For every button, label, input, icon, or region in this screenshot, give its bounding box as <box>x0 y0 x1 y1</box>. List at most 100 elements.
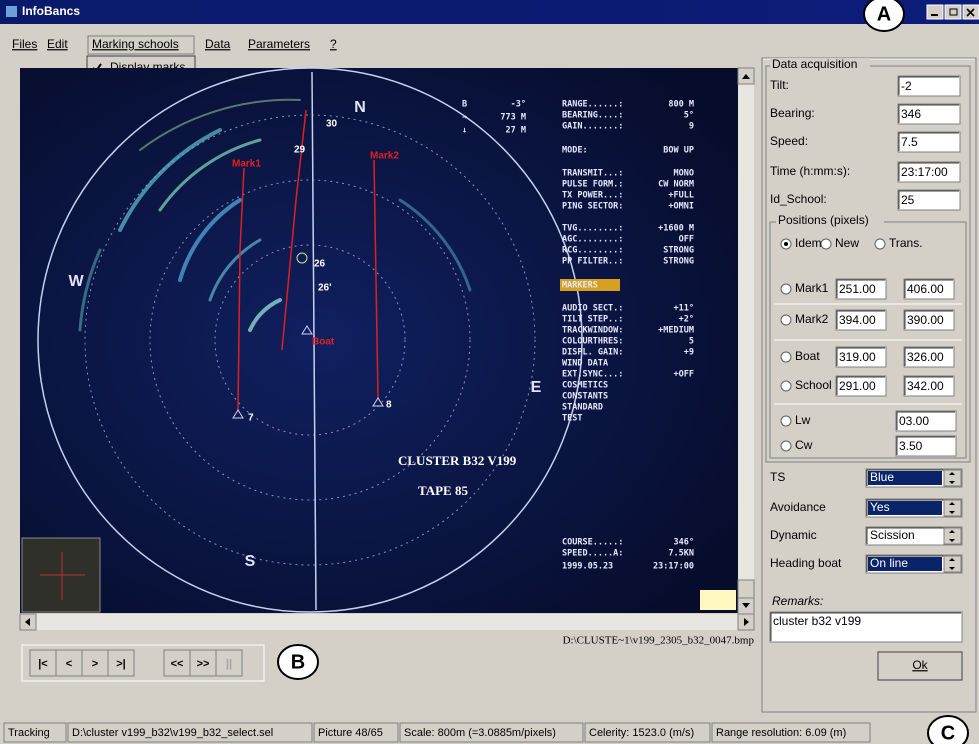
settings-key: PP FILTER..: <box>562 257 623 267</box>
field-value: 25 <box>901 193 915 207</box>
settings-key: 1999.05.23 <box>562 562 613 572</box>
spin-button[interactable] <box>943 469 962 487</box>
text-input[interactable] <box>897 103 961 125</box>
nav-button[interactable] <box>189 649 217 677</box>
text-input-bevel <box>898 104 959 123</box>
remarks-box[interactable] <box>769 611 963 643</box>
text-input-bevel <box>904 376 953 395</box>
text-input[interactable] <box>895 435 957 457</box>
settings-key: COLOURTHRES: <box>562 337 623 347</box>
spin-button[interactable] <box>943 555 962 573</box>
text-input[interactable] <box>835 309 887 331</box>
field-value: 346 <box>901 107 921 121</box>
settings-value: BOW UP <box>663 146 694 156</box>
field-value: 23:17:00 <box>901 165 948 179</box>
menu-item[interactable]: Parameters <box>248 37 310 51</box>
settings-key: COURSE.....: <box>562 538 623 548</box>
radio[interactable] <box>820 238 832 250</box>
nav-button[interactable] <box>215 649 243 677</box>
text-input[interactable] <box>835 346 887 368</box>
radio[interactable] <box>780 415 792 427</box>
text-input-bevel <box>836 347 885 366</box>
menu-item[interactable]: Marking schools <box>92 37 179 51</box>
text-input[interactable] <box>897 161 961 183</box>
text-input-bevel <box>836 279 885 298</box>
settings-value: 800 M <box>668 100 694 110</box>
spin-arrows <box>949 502 955 514</box>
combo-highlight <box>868 501 942 515</box>
navigation: |< < > >| << >> || <box>21 644 265 682</box>
text-input-bevel <box>898 132 959 151</box>
settings-value: +2° <box>679 315 694 325</box>
radio[interactable] <box>780 283 792 295</box>
nav-button[interactable] <box>107 649 135 677</box>
combo-box-bevel <box>866 469 961 486</box>
sonar-display: N E S W B -3° → 773 M ↓ 27 M RANGE......: 800 M BEAR… <box>37 67 694 613</box>
text-input[interactable] <box>903 309 955 331</box>
status-pane <box>711 722 871 743</box>
header-value: -3° <box>511 100 526 110</box>
text-input[interactable] <box>903 375 955 397</box>
text-input[interactable] <box>835 278 887 300</box>
settings-key: GAIN.......: <box>562 122 623 132</box>
settings-key: SPEED.....A: <box>562 549 623 559</box>
text-input[interactable] <box>897 189 961 211</box>
track-label: Mark1 <box>232 159 261 170</box>
radio[interactable] <box>780 314 792 326</box>
position-label: Cw <box>795 438 813 452</box>
combo-box[interactable] <box>865 526 963 546</box>
nav-button[interactable] <box>29 649 57 677</box>
maximize-button[interactable] <box>944 4 962 20</box>
menu-item[interactable]: Edit <box>47 37 68 51</box>
radio[interactable] <box>874 238 886 250</box>
text-input[interactable] <box>903 346 955 368</box>
data-acquisition: Data acquisition Tilt: -2 Bearing: 346 Speed:… <box>765 57 971 681</box>
radio-label: New <box>835 236 859 250</box>
text-input[interactable] <box>895 410 957 432</box>
settings-key: AUDIO SECT.: <box>562 304 623 314</box>
settings-key: WIND DATA <box>562 359 608 369</box>
remarks-box-bevel <box>770 612 961 641</box>
horizontal-scrollbar[interactable] <box>19 613 755 631</box>
spin-button[interactable] <box>943 527 962 545</box>
settings-value: STRONG <box>663 246 694 256</box>
header-key: B <box>462 100 467 110</box>
header-value: 773 M <box>500 113 526 123</box>
text-input[interactable] <box>903 278 955 300</box>
echoes <box>78 98 472 332</box>
compass-label: W <box>68 273 84 290</box>
combo-label: Dynamic <box>770 528 817 542</box>
nav-frame <box>21 644 265 682</box>
text-input[interactable] <box>835 375 887 397</box>
radio[interactable] <box>780 440 792 452</box>
ok-button[interactable] <box>877 651 963 681</box>
nav-button[interactable] <box>81 649 109 677</box>
status-text: Range resolution: 6.09 (m) <box>716 727 846 739</box>
menu-item[interactable]: Files <box>12 37 37 51</box>
settings-key: MODE: <box>562 146 588 156</box>
text-input[interactable] <box>897 75 961 97</box>
range-ring <box>37 67 583 613</box>
menu-item[interactable]: Data <box>205 37 231 51</box>
combo-label: TS <box>770 470 785 484</box>
minimize-button[interactable] <box>926 4 944 20</box>
annotation-circle <box>927 715 969 744</box>
compass-label: E <box>531 379 542 396</box>
text-input-bevel <box>836 376 885 395</box>
spin-button[interactable] <box>943 499 962 517</box>
nav-button[interactable] <box>163 649 191 677</box>
radio[interactable] <box>780 380 792 392</box>
nav-button[interactable] <box>55 649 83 677</box>
menu-item[interactable]: ? <box>330 37 337 51</box>
position-value: 326.00 <box>907 350 944 364</box>
vertical-scrollbar[interactable] <box>737 67 755 615</box>
menu-item-pressed <box>87 35 195 55</box>
settings-value: +FULL <box>668 191 694 201</box>
track-label: 26 <box>314 259 326 270</box>
combo-value: Blue <box>870 470 894 484</box>
track-label: Boat <box>312 337 335 348</box>
combo-value: Scission <box>870 528 915 542</box>
text-input[interactable] <box>897 131 961 153</box>
settings-value: 5 <box>689 337 694 347</box>
radio[interactable] <box>780 351 792 363</box>
